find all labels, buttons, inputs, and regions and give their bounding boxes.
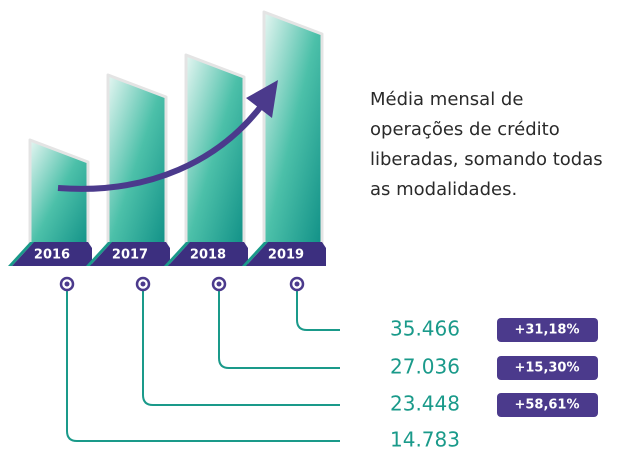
bar-shape xyxy=(108,75,166,250)
connector-line xyxy=(297,284,340,330)
year-label: 2016 xyxy=(34,248,70,263)
bar-shape xyxy=(30,140,88,250)
infographic: 2016 2017 2018 2019 35.466 +31,18% 27.036 +15,3… xyxy=(0,0,640,457)
year-marker-dot xyxy=(217,282,222,287)
value-label: 27.036 xyxy=(390,355,460,379)
connector-line xyxy=(67,284,340,441)
bar-shape xyxy=(264,12,322,250)
description-line: Média mensal de xyxy=(370,89,523,110)
value-label: 35.466 xyxy=(390,317,460,341)
year-label: 2018 xyxy=(190,248,226,263)
year-label: 2019 xyxy=(268,248,304,263)
value-label: 14.783 xyxy=(390,428,460,452)
change-label: +31,18% xyxy=(514,323,579,338)
change-label: +58,61% xyxy=(514,398,579,413)
change-label: +15,30% xyxy=(514,361,579,376)
year-label: 2017 xyxy=(112,248,148,263)
description-line: as modalidades. xyxy=(370,179,517,200)
year-marker-dot xyxy=(295,282,300,287)
connector-line xyxy=(219,284,340,368)
value-label: 23.448 xyxy=(390,392,460,416)
year-marker-dot xyxy=(65,282,70,287)
connector-line xyxy=(143,284,340,405)
year-marker-dot xyxy=(141,282,146,287)
description-line: liberadas, somando todas xyxy=(370,149,603,170)
description-line: operações de crédito xyxy=(370,119,560,140)
